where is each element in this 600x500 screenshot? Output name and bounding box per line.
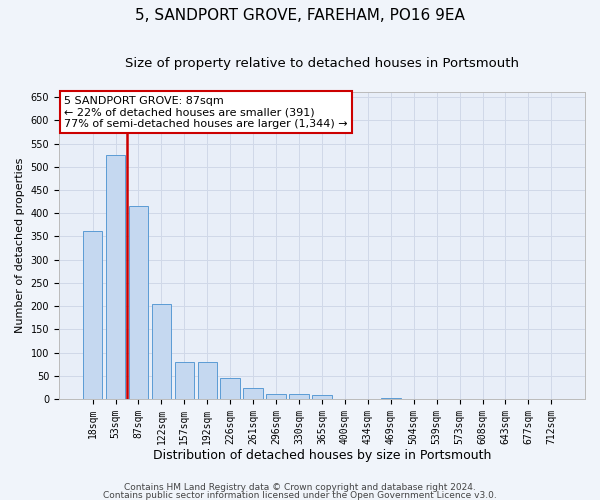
Bar xyxy=(289,394,309,399)
Bar xyxy=(197,362,217,399)
Bar xyxy=(312,396,332,399)
Title: Size of property relative to detached houses in Portsmouth: Size of property relative to detached ho… xyxy=(125,58,519,70)
Text: 5 SANDPORT GROVE: 87sqm
← 22% of detached houses are smaller (391)
77% of semi-d: 5 SANDPORT GROVE: 87sqm ← 22% of detache… xyxy=(64,96,348,129)
Text: 5, SANDPORT GROVE, FAREHAM, PO16 9EA: 5, SANDPORT GROVE, FAREHAM, PO16 9EA xyxy=(135,8,465,22)
Bar xyxy=(175,362,194,399)
Bar xyxy=(106,155,125,399)
Y-axis label: Number of detached properties: Number of detached properties xyxy=(15,158,25,334)
Bar xyxy=(128,206,148,399)
Bar xyxy=(381,398,401,399)
Bar xyxy=(244,388,263,399)
Bar xyxy=(83,231,103,399)
Text: Contains public sector information licensed under the Open Government Licence v3: Contains public sector information licen… xyxy=(103,490,497,500)
Bar xyxy=(266,394,286,399)
Bar xyxy=(152,304,171,399)
X-axis label: Distribution of detached houses by size in Portsmouth: Distribution of detached houses by size … xyxy=(153,450,491,462)
Bar xyxy=(220,378,240,399)
Text: Contains HM Land Registry data © Crown copyright and database right 2024.: Contains HM Land Registry data © Crown c… xyxy=(124,484,476,492)
